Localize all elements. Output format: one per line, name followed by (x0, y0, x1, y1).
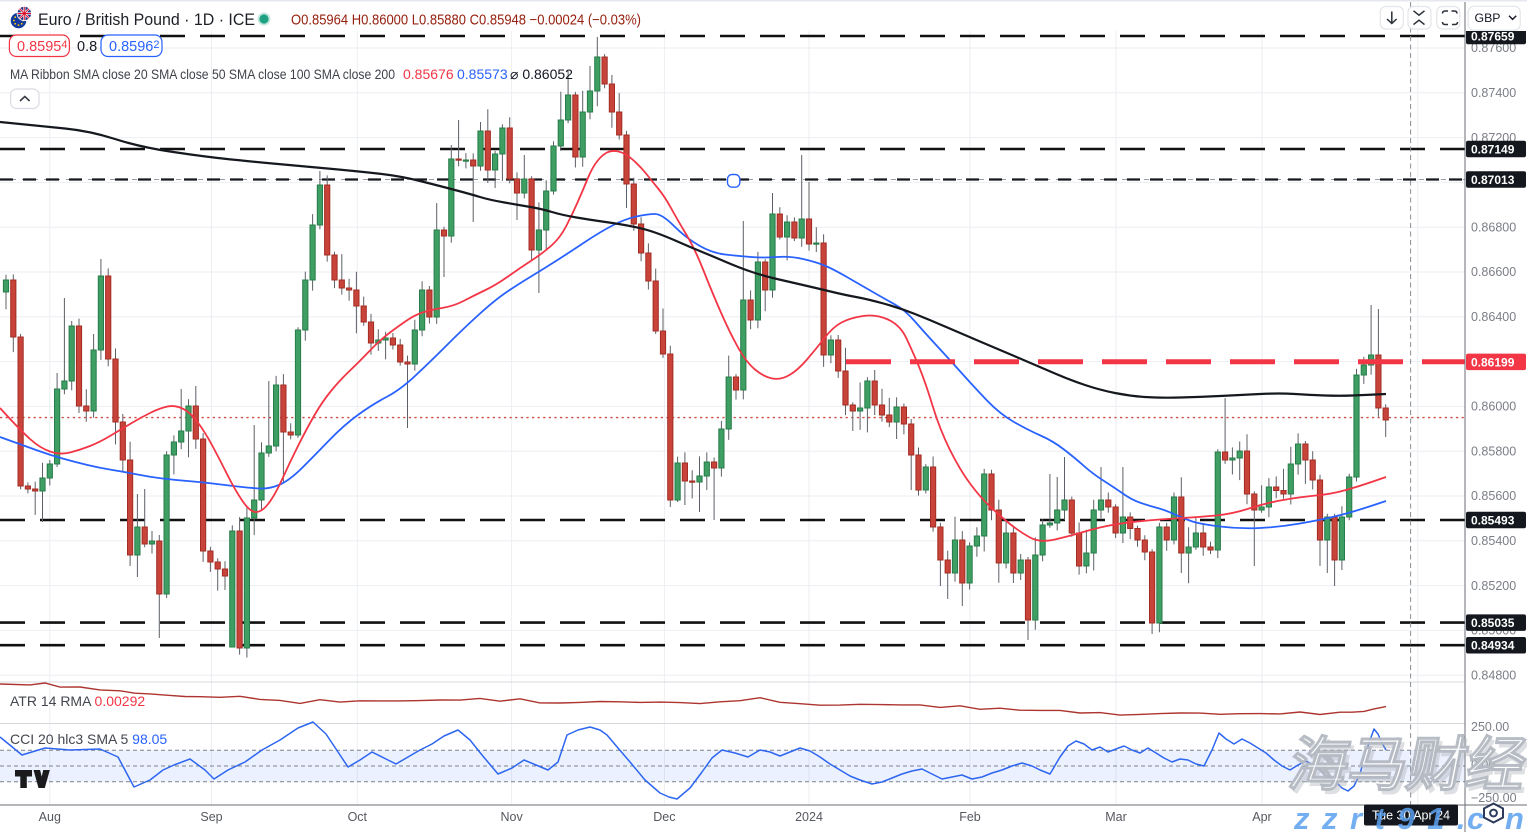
svg-text:ATR 14 RMA 0.00292: ATR 14 RMA 0.00292 (10, 693, 145, 709)
svg-text:Nov: Nov (500, 810, 523, 824)
svg-text:0.86000: 0.86000 (1471, 400, 1516, 414)
svg-text:0.87659: 0.87659 (1471, 30, 1515, 44)
svg-text:0.86600: 0.86600 (1471, 265, 1516, 279)
svg-text:0.86800: 0.86800 (1471, 220, 1516, 234)
svg-text:0.00: 0.00 (1471, 758, 1495, 772)
svg-text:250.00: 250.00 (1471, 720, 1509, 734)
svg-text:0.8: 0.8 (77, 39, 97, 55)
svg-text:c: c (1467, 801, 1484, 832)
svg-text:GBP: GBP (1475, 11, 1501, 25)
svg-text:0.86400: 0.86400 (1471, 310, 1516, 324)
svg-text:0.85676: 0.85676 (403, 66, 454, 82)
svg-text:Euro / British Pound · 1D · IC: Euro / British Pound · 1D · ICE (38, 10, 255, 29)
svg-text:海马财经: 海马财经 (1287, 736, 1527, 802)
svg-text:zzrt91.: zzrt91. (1293, 801, 1478, 832)
svg-text:0.85800: 0.85800 (1471, 444, 1516, 458)
svg-text:Sep: Sep (200, 810, 222, 824)
svg-text:Feb: Feb (959, 810, 981, 824)
svg-text:n: n (1505, 801, 1524, 832)
svg-text:0.87013: 0.87013 (1471, 173, 1515, 187)
svg-text:海马财经: 海马财经 (1284, 732, 1527, 798)
svg-text:0.85035: 0.85035 (1471, 616, 1515, 630)
svg-text:0.87149: 0.87149 (1471, 143, 1515, 157)
svg-text:0.85954: 0.85954 (17, 39, 67, 55)
svg-text:0.85400: 0.85400 (1471, 534, 1516, 548)
svg-text:0.85493: 0.85493 (1471, 514, 1515, 528)
svg-text:Apr: Apr (1252, 810, 1271, 824)
svg-text:Mar: Mar (1105, 810, 1127, 824)
svg-text:Oct: Oct (348, 810, 368, 824)
svg-text:0.85962: 0.85962 (109, 39, 159, 55)
svg-text:Tue 30 Apr 24: Tue 30 Apr 24 (1372, 809, 1450, 823)
svg-text:2024: 2024 (795, 810, 823, 824)
svg-text:Dec: Dec (653, 810, 675, 824)
svg-text:0.84800: 0.84800 (1471, 668, 1516, 682)
svg-text:O0.85964 H0.86000 L0.85880 C0.: O0.85964 H0.86000 L0.85880 C0.85948 −0.0… (291, 13, 641, 29)
svg-text:⌀ 0.86052: ⌀ 0.86052 (510, 66, 573, 82)
svg-text:Aug: Aug (39, 810, 61, 824)
svg-text:0.87600: 0.87600 (1471, 41, 1516, 55)
svg-text:0.86199: 0.86199 (1471, 355, 1515, 369)
svg-text:0.85573: 0.85573 (457, 66, 508, 82)
svg-text:CCI 20 hlc3 SMA 5 98.05: CCI 20 hlc3 SMA 5 98.05 (10, 731, 167, 747)
svg-text:0.85600: 0.85600 (1471, 489, 1516, 503)
svg-text:0.87400: 0.87400 (1471, 86, 1516, 100)
svg-text:0.84934: 0.84934 (1471, 639, 1515, 653)
svg-text:−250.00: −250.00 (1471, 791, 1517, 805)
svg-text:MA Ribbon SMA close 20 SMA clo: MA Ribbon SMA close 20 SMA close 50 SMA … (10, 66, 395, 82)
svg-text:0.85200: 0.85200 (1471, 579, 1516, 593)
